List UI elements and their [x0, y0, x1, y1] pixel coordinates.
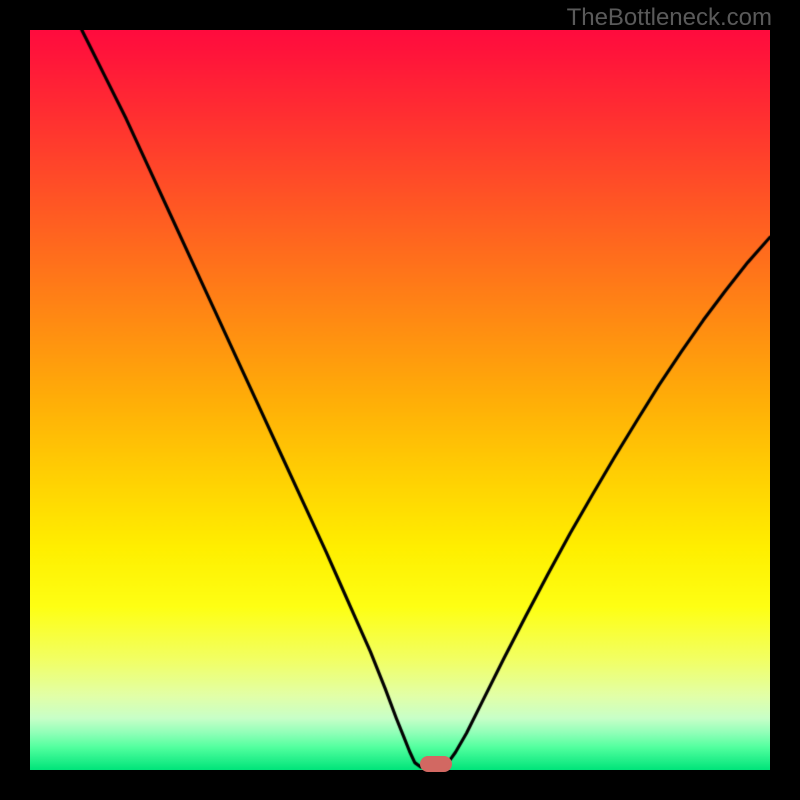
optimum-marker	[420, 756, 452, 772]
plot-area	[30, 30, 770, 770]
watermark-text: TheBottleneck.com	[567, 4, 772, 32]
bottleneck-curve	[30, 30, 770, 770]
chart-container: TheBottleneck.com	[0, 0, 800, 800]
